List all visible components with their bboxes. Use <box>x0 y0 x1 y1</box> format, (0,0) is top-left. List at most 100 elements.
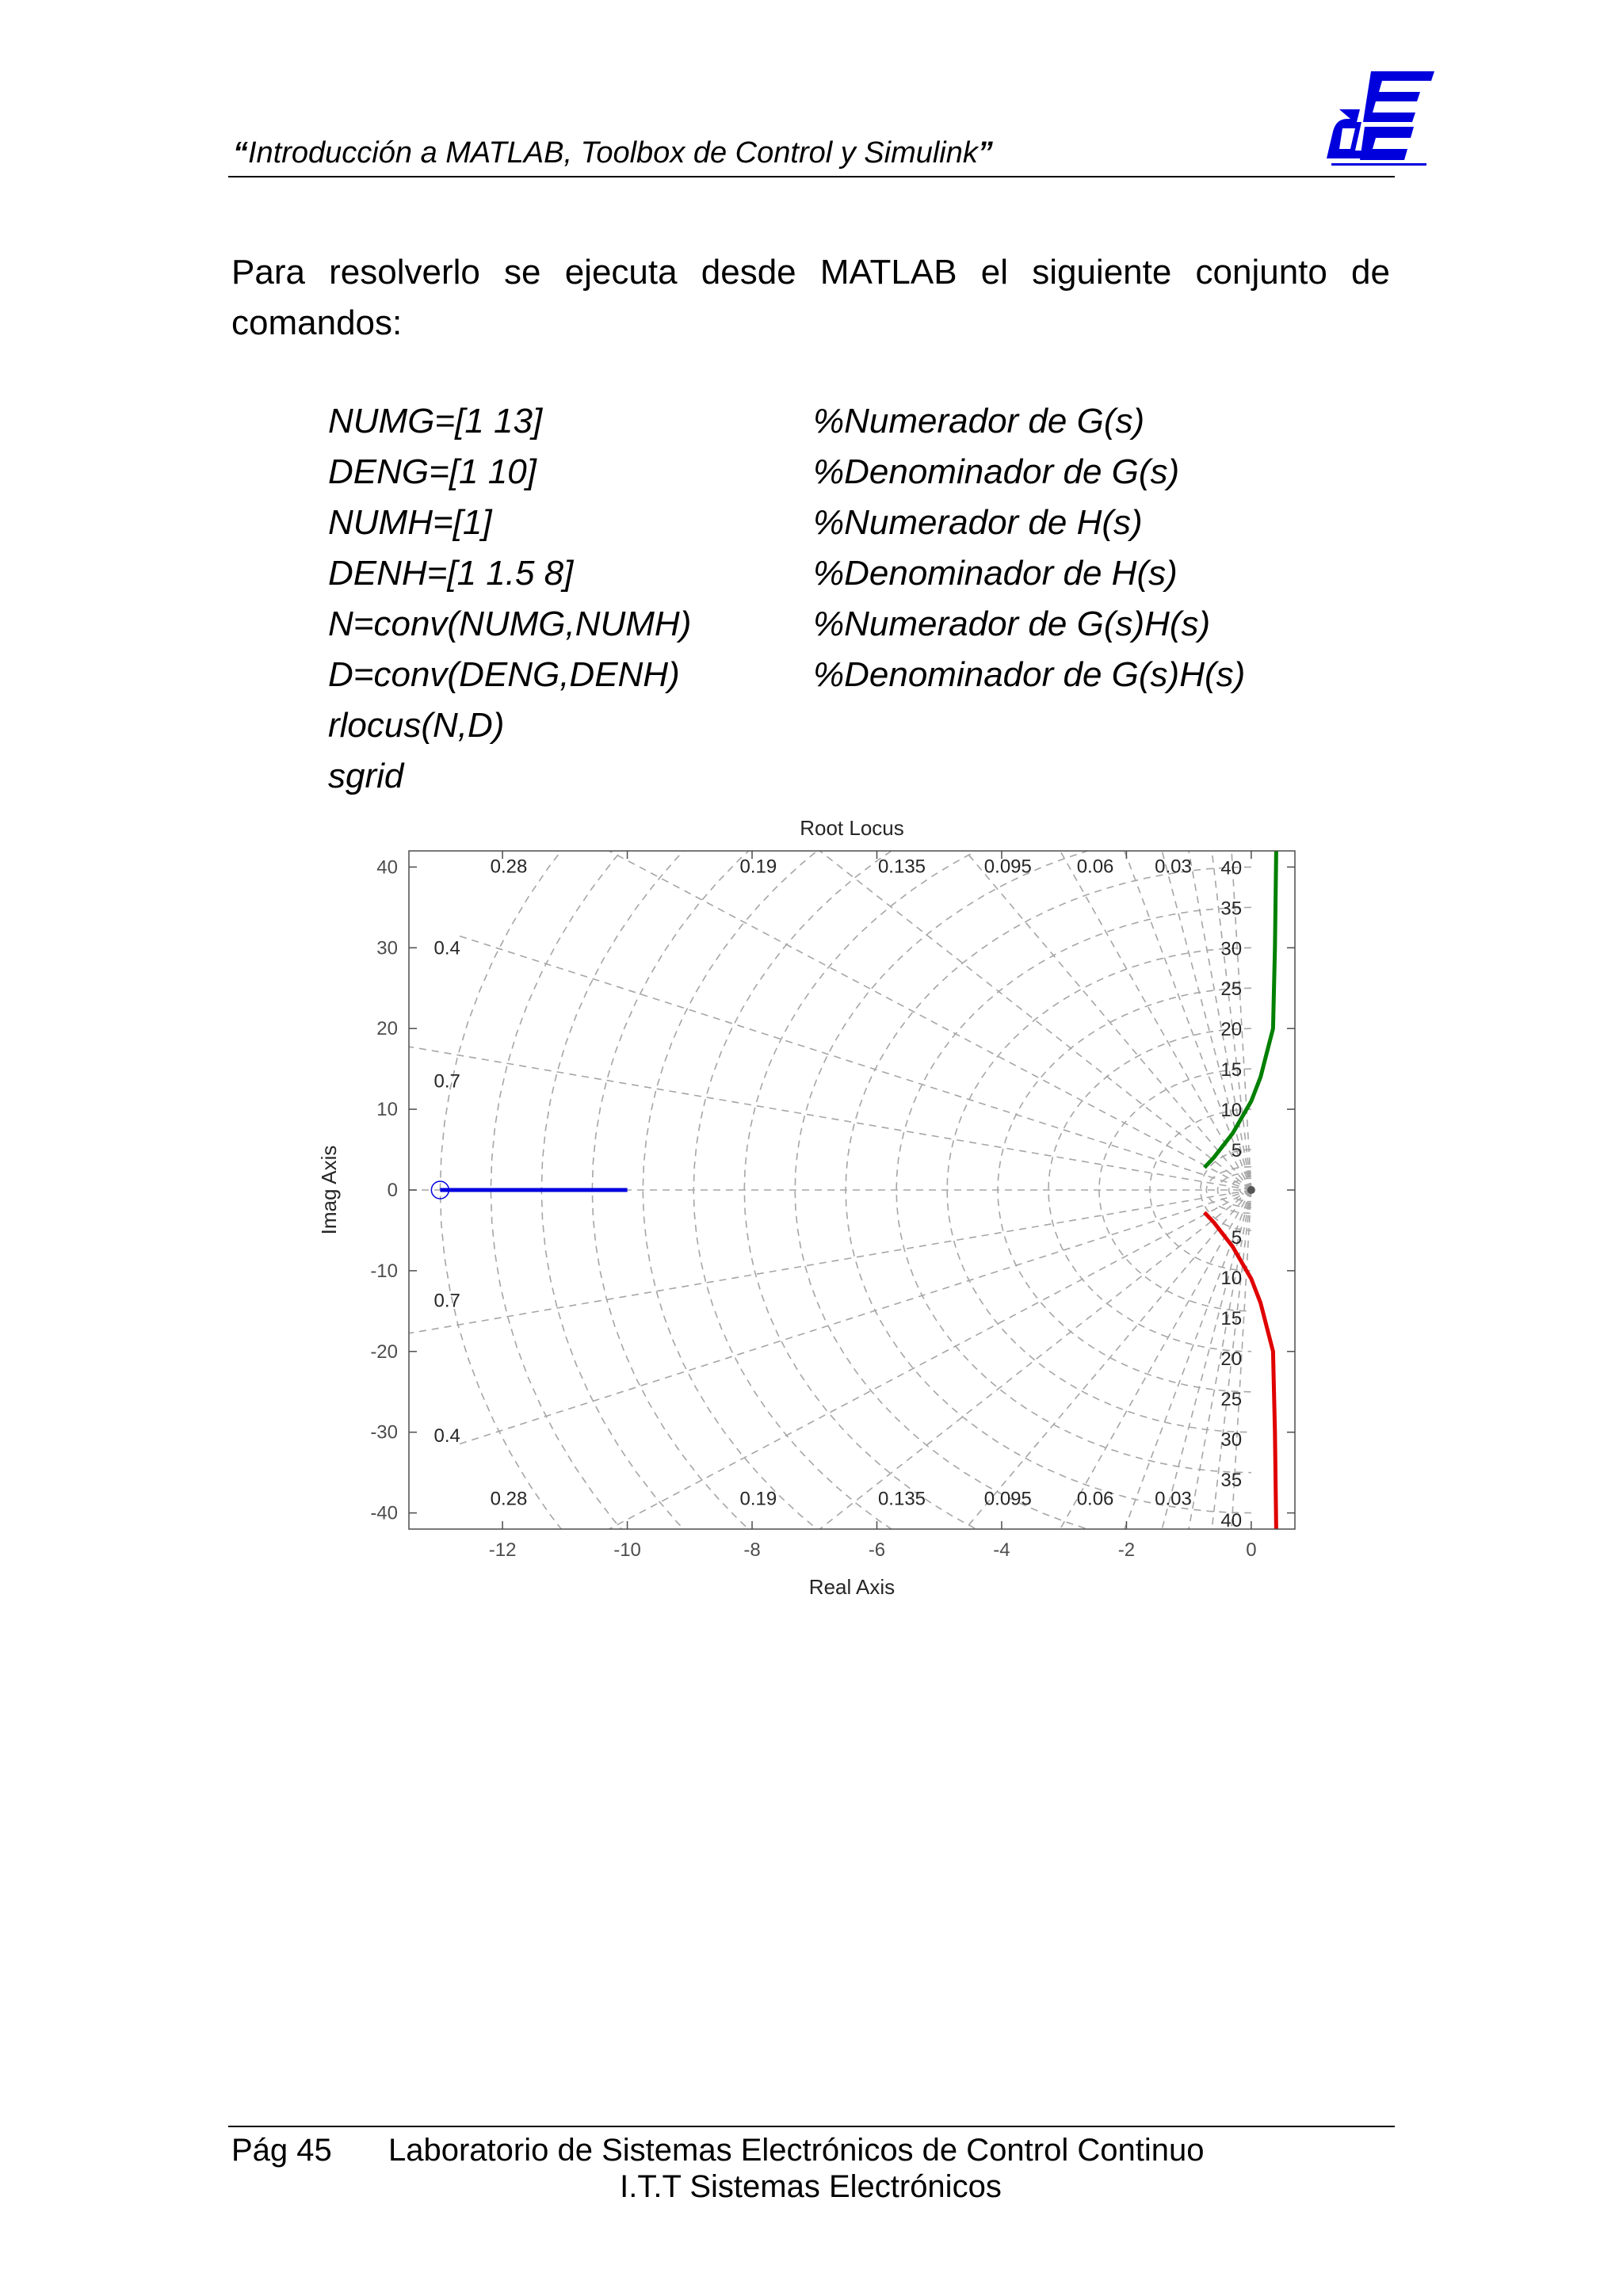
origin-marker <box>1247 1186 1255 1194</box>
x-tick-label: 0 <box>1246 1539 1256 1561</box>
damping-line <box>819 1189 1252 1529</box>
frequency-arc <box>845 866 1251 1514</box>
frequency-arc <box>1098 1068 1251 1312</box>
frequency-label: 20 <box>1220 1019 1242 1040</box>
frequency-arc <box>1048 1028 1251 1352</box>
frequency-label: 10 <box>1220 1100 1242 1121</box>
code-command: DENG=[1 10] <box>328 452 537 491</box>
frequency-label: 15 <box>1220 1308 1242 1329</box>
frequency-label: 30 <box>1220 938 1242 959</box>
frequency-label: 20 <box>1220 1348 1242 1370</box>
code-command: sgrid <box>328 757 404 795</box>
damping-line <box>1161 1189 1252 1529</box>
code-comment: %Numerador de H(s) <box>813 503 1143 542</box>
frequency-arc <box>896 906 1251 1474</box>
damping-label: 0.28 <box>491 856 528 878</box>
code-command: D=conv(DENG,DENH) <box>328 655 680 694</box>
frequency-arc <box>490 851 623 1529</box>
code-command: NUMG=[1 13] <box>328 402 543 441</box>
y-axis-label: Imag Axis <box>317 1146 341 1235</box>
frequency-arc <box>946 947 1251 1433</box>
damping-line <box>1161 851 1252 1191</box>
frequency-arc <box>1216 1172 1251 1208</box>
y-tick-label: 30 <box>376 937 398 959</box>
code-line: sgrid <box>328 751 1358 802</box>
damping-line <box>455 1189 1252 1446</box>
header-quote-open: “ <box>233 136 248 170</box>
damping-line <box>1211 851 1252 1191</box>
locus-branch-1 <box>1202 851 1278 1169</box>
code-command: NUMH=[1] <box>328 503 492 542</box>
damping-line <box>964 1189 1252 1529</box>
frequency-arc <box>1239 1183 1251 1197</box>
damping-label: 0.03 <box>1155 856 1192 878</box>
damping-label: 0.4 <box>433 937 460 959</box>
code-comment: %Denominador de G(s) <box>813 452 1180 491</box>
code-command: rlocus(N,D) <box>328 706 505 745</box>
damping-line <box>1124 1189 1252 1529</box>
frequency-label: 25 <box>1220 978 1242 1000</box>
damping-line <box>1124 851 1252 1191</box>
frequency-label: 35 <box>1220 898 1242 919</box>
y-tick-label: 10 <box>376 1099 398 1120</box>
damping-label: 0.095 <box>984 856 1032 878</box>
locus-branch-2 <box>1202 1211 1278 1529</box>
page-header: “Introducción a MATLAB, Toolbox de Contr… <box>228 127 1395 181</box>
y-tick-label: -40 <box>370 1503 398 1524</box>
frequency-arc <box>1228 1177 1251 1203</box>
damping-line <box>409 1189 1252 1334</box>
code-line: N=conv(NUMG,NUMH) %Numerador de G(s)H(s) <box>328 599 1358 650</box>
damping-label: 0.03 <box>1155 1488 1192 1509</box>
damping-label: 0.19 <box>740 1488 777 1509</box>
y-tick-label: 20 <box>376 1018 398 1039</box>
damping-label: 0.135 <box>878 856 926 878</box>
damping-line <box>1059 851 1252 1191</box>
code-comment: %Denominador de H(s) <box>813 554 1178 593</box>
damping-line <box>964 851 1252 1191</box>
frequency-label: 10 <box>1220 1268 1242 1289</box>
locus-branches <box>440 851 1278 1529</box>
damping-label: 0.7 <box>433 1070 460 1092</box>
frequency-label: 25 <box>1220 1389 1242 1410</box>
damping-label: 0.135 <box>878 1488 926 1509</box>
code-line: rlocus(N,D) <box>328 700 1358 751</box>
y-tick-label: -20 <box>370 1341 398 1363</box>
code-line: DENG=[1 10] %Denominador de G(s) <box>328 447 1358 498</box>
damping-line <box>1211 1189 1252 1529</box>
header-rule <box>228 176 1395 177</box>
logo-text: dE <box>1316 63 1317 64</box>
frequency-arc <box>1205 1165 1251 1215</box>
code-comment: %Numerador de G(s) <box>813 402 1145 441</box>
code-line: NUMH=[1] %Numerador de H(s) <box>328 498 1358 548</box>
x-tick-label: -4 <box>993 1539 1010 1561</box>
damping-line <box>607 1189 1252 1529</box>
intro-paragraph: Para resolverlo se ejecuta desde MATLAB … <box>231 253 1390 342</box>
x-tick-label: -10 <box>613 1539 641 1561</box>
frequency-arc <box>693 851 893 1529</box>
code-comment: %Numerador de G(s)H(s) <box>813 605 1211 643</box>
frequency-label: 40 <box>1220 857 1242 879</box>
y-tick-label: 0 <box>388 1180 398 1201</box>
y-tick-label: -10 <box>370 1261 398 1282</box>
zero-marker <box>430 1180 450 1199</box>
frequency-arc <box>1149 1108 1251 1272</box>
damping-label: 0.4 <box>433 1425 460 1447</box>
code-line: D=conv(DENG,DENH) %Denominador de G(s)H(s… <box>328 650 1358 700</box>
frequency-arc <box>794 851 1090 1529</box>
department-logo: dE <box>1316 63 1434 166</box>
header-title-text: Introducción a MATLAB, Toolbox de Contro… <box>248 136 978 170</box>
frequency-label: 5 <box>1232 1227 1242 1249</box>
frequency-label: 30 <box>1220 1429 1242 1451</box>
frequency-label: 40 <box>1220 1510 1242 1531</box>
frequency-arc <box>997 987 1251 1393</box>
frequency-label: 35 <box>1220 1470 1242 1491</box>
sgrid-labels: 0.28 0.28 0.19 0.19 0.135 0.135 0.095 0.095 0.06… <box>433 856 1242 1531</box>
damping-label: 0.19 <box>740 856 777 878</box>
header-title: “Introducción a MATLAB, Toolbox de Contr… <box>233 136 993 170</box>
footer-rule <box>228 2126 1395 2127</box>
damping-label: 0.7 <box>433 1291 460 1312</box>
damping-line <box>455 934 1252 1191</box>
code-line: NUMG=[1 13] %Numerador de G(s) <box>328 396 1358 447</box>
chart-title: Root Locus <box>800 816 904 840</box>
